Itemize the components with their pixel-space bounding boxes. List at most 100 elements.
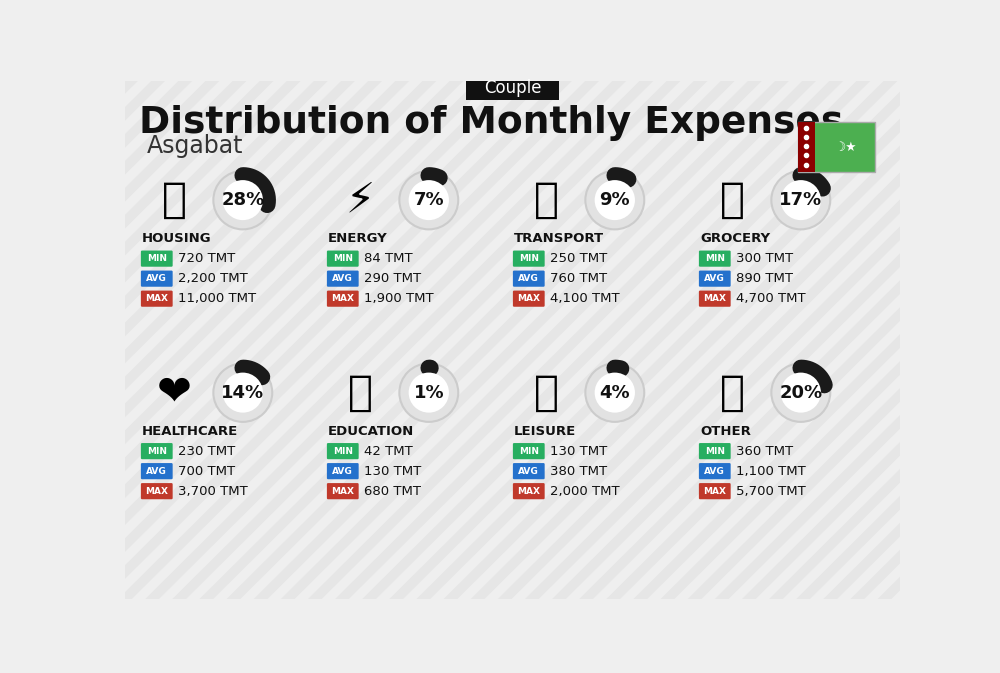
Text: 11,000 TMT: 11,000 TMT <box>178 292 256 305</box>
Text: 💰: 💰 <box>720 371 745 414</box>
Circle shape <box>399 171 458 229</box>
Text: 4%: 4% <box>599 384 630 402</box>
Text: EDUCATION: EDUCATION <box>328 425 414 437</box>
FancyBboxPatch shape <box>327 291 359 307</box>
Text: MIN: MIN <box>705 447 725 456</box>
Text: 5,700 TMT: 5,700 TMT <box>736 485 805 497</box>
Circle shape <box>585 171 644 229</box>
Text: 7%: 7% <box>413 191 444 209</box>
Text: MIN: MIN <box>147 447 167 456</box>
FancyBboxPatch shape <box>798 122 815 172</box>
Text: 9%: 9% <box>599 191 630 209</box>
Text: 230 TMT: 230 TMT <box>178 445 235 458</box>
Text: 14%: 14% <box>221 384 264 402</box>
Text: 🛍️: 🛍️ <box>534 371 559 414</box>
Text: MIN: MIN <box>147 254 167 263</box>
Text: AVG: AVG <box>518 274 539 283</box>
Text: MAX: MAX <box>517 294 540 303</box>
Text: TRANSPORT: TRANSPORT <box>514 232 604 245</box>
FancyBboxPatch shape <box>141 443 173 459</box>
FancyBboxPatch shape <box>141 483 173 499</box>
FancyBboxPatch shape <box>699 271 731 287</box>
Text: HOUSING: HOUSING <box>142 232 212 245</box>
Text: 28%: 28% <box>221 191 264 209</box>
Text: Distribution of Monthly Expenses: Distribution of Monthly Expenses <box>139 105 843 141</box>
Circle shape <box>771 171 830 229</box>
FancyBboxPatch shape <box>699 291 731 307</box>
FancyBboxPatch shape <box>699 250 731 267</box>
Text: LEISURE: LEISURE <box>514 425 576 437</box>
FancyBboxPatch shape <box>513 443 545 459</box>
Text: MAX: MAX <box>331 487 354 496</box>
Text: MAX: MAX <box>517 487 540 496</box>
Text: 720 TMT: 720 TMT <box>178 252 235 265</box>
FancyBboxPatch shape <box>798 122 875 172</box>
Text: MIN: MIN <box>519 254 539 263</box>
Text: MAX: MAX <box>145 487 168 496</box>
Text: AVG: AVG <box>704 466 725 476</box>
Text: ⚡: ⚡ <box>346 179 375 221</box>
Text: 700 TMT: 700 TMT <box>178 464 235 478</box>
FancyBboxPatch shape <box>466 77 559 100</box>
Text: MIN: MIN <box>519 447 539 456</box>
FancyBboxPatch shape <box>141 291 173 307</box>
Circle shape <box>595 373 635 413</box>
Text: GROCERY: GROCERY <box>700 232 770 245</box>
Text: Couple: Couple <box>484 79 541 98</box>
Circle shape <box>213 171 272 229</box>
Circle shape <box>585 363 644 422</box>
Text: 380 TMT: 380 TMT <box>550 464 607 478</box>
Text: 1%: 1% <box>413 384 444 402</box>
Text: 🎓: 🎓 <box>348 371 373 414</box>
Text: MAX: MAX <box>703 487 726 496</box>
Circle shape <box>409 180 449 220</box>
Text: MIN: MIN <box>705 254 725 263</box>
FancyBboxPatch shape <box>327 271 359 287</box>
Text: AVG: AVG <box>704 274 725 283</box>
FancyBboxPatch shape <box>513 250 545 267</box>
Text: 3,700 TMT: 3,700 TMT <box>178 485 247 497</box>
Text: AVG: AVG <box>332 466 353 476</box>
FancyBboxPatch shape <box>513 291 545 307</box>
Text: 360 TMT: 360 TMT <box>736 445 793 458</box>
Text: MIN: MIN <box>333 254 353 263</box>
Text: 300 TMT: 300 TMT <box>736 252 793 265</box>
FancyBboxPatch shape <box>513 463 545 479</box>
Text: 250 TMT: 250 TMT <box>550 252 607 265</box>
Text: 130 TMT: 130 TMT <box>364 464 421 478</box>
Text: 760 TMT: 760 TMT <box>550 272 607 285</box>
FancyBboxPatch shape <box>699 483 731 499</box>
Text: 2,000 TMT: 2,000 TMT <box>550 485 619 497</box>
Circle shape <box>223 180 263 220</box>
FancyBboxPatch shape <box>513 483 545 499</box>
FancyBboxPatch shape <box>327 463 359 479</box>
Text: MIN: MIN <box>333 447 353 456</box>
FancyBboxPatch shape <box>699 463 731 479</box>
FancyBboxPatch shape <box>327 483 359 499</box>
FancyBboxPatch shape <box>141 463 173 479</box>
Text: 🏗️: 🏗️ <box>162 179 187 221</box>
Text: MAX: MAX <box>145 294 168 303</box>
Text: MAX: MAX <box>331 294 354 303</box>
FancyBboxPatch shape <box>327 250 359 267</box>
Text: Asgabat: Asgabat <box>147 134 243 158</box>
FancyBboxPatch shape <box>513 271 545 287</box>
Text: AVG: AVG <box>146 466 167 476</box>
Text: AVG: AVG <box>518 466 539 476</box>
Text: 42 TMT: 42 TMT <box>364 445 412 458</box>
Text: 20%: 20% <box>779 384 822 402</box>
Text: 17%: 17% <box>779 191 822 209</box>
Text: HEALTHCARE: HEALTHCARE <box>142 425 238 437</box>
FancyBboxPatch shape <box>327 443 359 459</box>
FancyBboxPatch shape <box>141 250 173 267</box>
Circle shape <box>781 180 821 220</box>
Circle shape <box>223 373 263 413</box>
Circle shape <box>213 363 272 422</box>
Text: 1,100 TMT: 1,100 TMT <box>736 464 805 478</box>
Circle shape <box>399 363 458 422</box>
Text: 4,100 TMT: 4,100 TMT <box>550 292 619 305</box>
Text: 4,700 TMT: 4,700 TMT <box>736 292 805 305</box>
Text: AVG: AVG <box>332 274 353 283</box>
Text: MAX: MAX <box>703 294 726 303</box>
Circle shape <box>781 373 821 413</box>
